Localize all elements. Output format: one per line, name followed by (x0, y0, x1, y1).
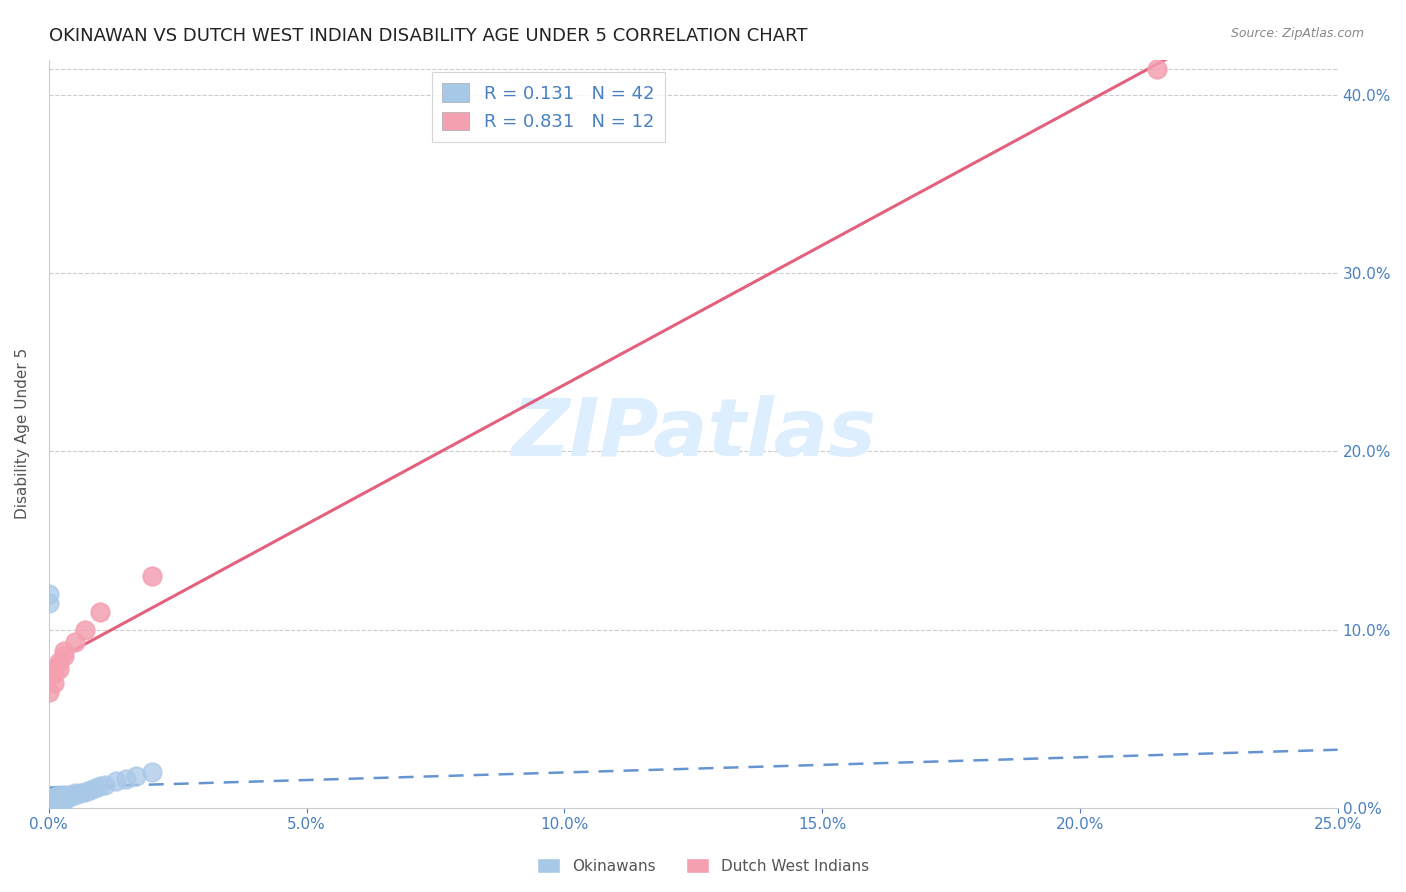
Point (69, 786, 91, 800)
Point (38, 800, 60, 814)
Point (63, 786, 86, 800)
Point (79, 783, 101, 797)
Point (53, 649, 76, 664)
Point (48, 788, 70, 802)
Y-axis label: Disability Age Under 5: Disability Age Under 5 (15, 348, 30, 519)
Text: OKINAWAN VS DUTCH WEST INDIAN DISABILITY AGE UNDER 5 CORRELATION CHART: OKINAWAN VS DUTCH WEST INDIAN DISABILITY… (49, 27, 807, 45)
Legend: Okinawans, Dutch West Indians: Okinawans, Dutch West Indians (530, 852, 876, 880)
Point (38, 800, 60, 814)
Point (48, 795, 70, 809)
Legend: R = 0.131   N = 42, R = 0.831   N = 12: R = 0.131 N = 42, R = 0.831 N = 12 (432, 72, 665, 142)
Point (42, 676, 65, 690)
Point (125, 769, 148, 783)
Point (115, 772, 138, 787)
Point (38, 596, 60, 610)
Point (42, 789, 65, 804)
Point (53, 788, 76, 802)
Point (141, 765, 163, 780)
Point (38, 793, 60, 807)
Point (63, 788, 86, 802)
Point (38, 587, 60, 601)
Point (58, 788, 80, 802)
Point (48, 789, 70, 804)
Point (38, 795, 60, 809)
Point (53, 789, 76, 804)
Point (89, 605, 111, 619)
Point (38, 797, 60, 811)
Point (38, 797, 60, 811)
Point (53, 793, 76, 807)
Point (38, 798, 60, 813)
Point (89, 780, 111, 794)
Point (38, 798, 60, 813)
Point (48, 655, 70, 669)
Point (42, 667, 65, 681)
Point (94, 778, 117, 792)
Point (53, 791, 76, 805)
Point (42, 793, 65, 807)
Text: ZIPatlas: ZIPatlas (510, 394, 876, 473)
Point (73, 784, 96, 798)
Point (38, 685, 60, 699)
Point (48, 662, 70, 676)
Point (48, 791, 70, 805)
Point (58, 789, 80, 804)
Point (48, 793, 70, 807)
Point (73, 623, 96, 637)
Point (42, 795, 65, 809)
Text: Source: ZipAtlas.com: Source: ZipAtlas.com (1230, 27, 1364, 40)
Point (42, 791, 65, 805)
Point (63, 635, 86, 649)
Point (1146, 62, 1168, 76)
Point (53, 644, 76, 658)
Point (42, 797, 65, 811)
Point (84, 781, 107, 796)
Point (38, 795, 60, 809)
Point (141, 569, 163, 583)
Point (38, 791, 60, 805)
Point (38, 800, 60, 814)
Point (38, 793, 60, 807)
Point (104, 774, 127, 789)
